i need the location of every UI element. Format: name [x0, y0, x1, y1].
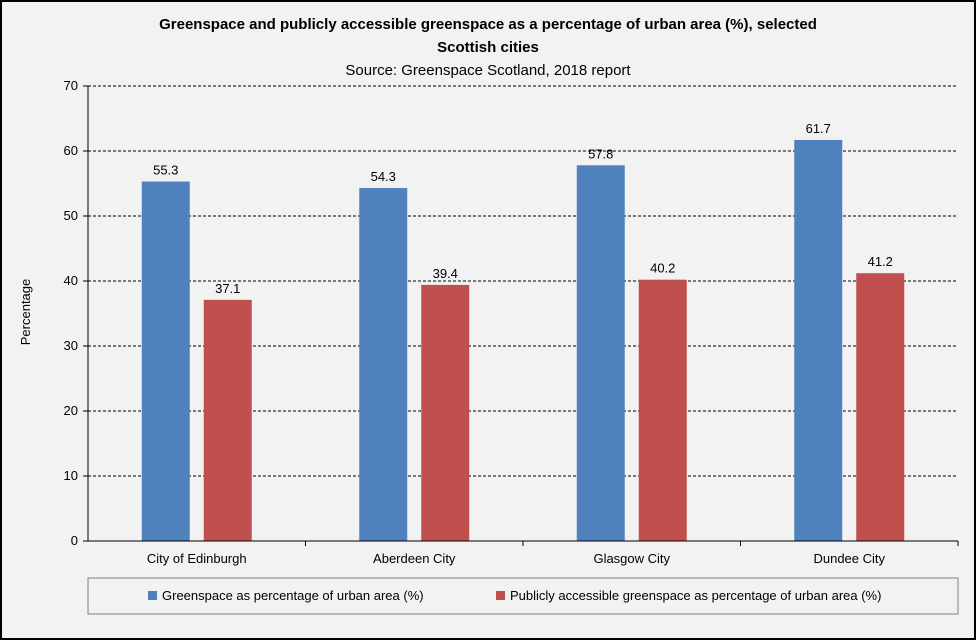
- legend-swatch: [496, 591, 505, 600]
- y-tick-label: 20: [64, 403, 78, 418]
- legend-label: Greenspace as percentage of urban area (…: [162, 588, 424, 603]
- data-labels: 55.3 37.1 54.3 39.4 57.8 40.2 61.7 41.2: [153, 121, 893, 296]
- chart-title-line-1: Greenspace and publicly accessible green…: [159, 16, 817, 33]
- legend: Greenspace as percentage of urban area (…: [148, 588, 881, 603]
- bar: [359, 188, 408, 542]
- bar: [576, 165, 625, 542]
- data-label: 54.3: [371, 169, 396, 184]
- x-tick-label: Dundee City: [813, 551, 885, 566]
- axes: [87, 86, 958, 542]
- data-label: 39.4: [433, 266, 458, 281]
- bar: [794, 139, 843, 541]
- bar: [203, 299, 252, 541]
- y-axis-label: Percentage: [18, 279, 33, 346]
- data-label: 57.8: [588, 146, 613, 161]
- data-label: 37.1: [215, 281, 240, 296]
- y-tick-label: 70: [64, 78, 78, 93]
- y-tick-label: 40: [64, 273, 78, 288]
- y-axis-ticks: 0 10 20 30 40 50 60 70: [64, 78, 78, 548]
- x-tick-label: City of Edinburgh: [147, 551, 247, 566]
- y-tick-label: 30: [64, 338, 78, 353]
- x-axis-categories: City of Edinburgh Aberdeen City Glasgow Ci…: [147, 541, 959, 566]
- bars: [141, 139, 905, 542]
- bar: [856, 273, 905, 541]
- data-label: 41.2: [868, 254, 893, 269]
- x-tick-label: Aberdeen City: [373, 551, 456, 566]
- data-label: 40.2: [650, 261, 675, 276]
- y-tick-label: 10: [64, 468, 78, 483]
- x-tick-label: Glasgow City: [593, 551, 670, 566]
- bar: [141, 181, 190, 542]
- data-label: 61.7: [806, 121, 831, 136]
- chart-subtitle: Source: Greenspace Scotland, 2018 report: [345, 62, 631, 79]
- legend-label: Publicly accessible greenspace as percen…: [510, 588, 881, 603]
- legend-box: [87, 577, 959, 615]
- bar: [421, 284, 470, 541]
- legend-swatch: [148, 591, 157, 600]
- data-label: 55.3: [153, 163, 178, 178]
- y-tick-label: 60: [64, 143, 78, 158]
- y-tick-label: 50: [64, 208, 78, 223]
- y-tick-label: 0: [71, 533, 78, 548]
- chart-title-line-2: Scottish cities: [437, 39, 539, 56]
- bar: [638, 279, 687, 541]
